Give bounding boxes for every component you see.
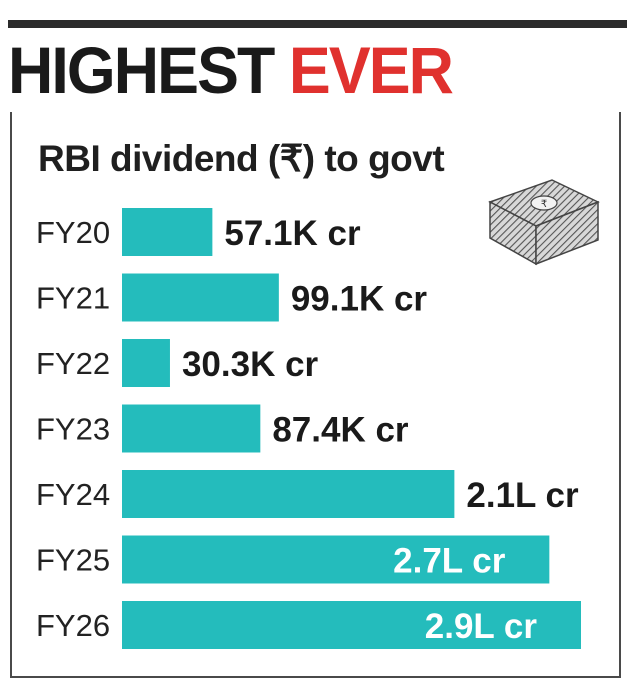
value-label: 87.4K cr: [272, 411, 409, 450]
category-label: FY26: [36, 608, 110, 643]
value-label: 99.1K cr: [291, 280, 428, 319]
category-label: FY24: [36, 477, 110, 512]
category-label: FY20: [36, 215, 110, 250]
category-label: FY25: [36, 543, 110, 578]
chart-panel: [10, 112, 621, 678]
bar-fy23: [122, 404, 261, 453]
category-label: FY21: [36, 281, 110, 316]
bar-fy24: [122, 470, 455, 518]
svg-text:₹: ₹: [541, 199, 547, 210]
headline-word-highest: HIGHEST: [8, 33, 275, 107]
bar-fy22: [122, 339, 170, 387]
bar-fy26: [122, 601, 581, 649]
bar-fy20: [122, 208, 213, 256]
value-label: 57.1K cr: [224, 214, 361, 253]
top-rule: [8, 20, 627, 28]
category-label: FY22: [36, 346, 110, 381]
headline: HIGHEST EVER: [8, 30, 454, 110]
value-label: 2.9L cr: [425, 607, 538, 646]
value-label: 30.3K cr: [182, 345, 319, 384]
banknote-bundle-icon: ₹: [488, 179, 600, 266]
value-label: 2.1L cr: [466, 476, 579, 515]
chart-title: RBI dividend (₹) to govt: [38, 138, 445, 179]
bar-fy25: [122, 535, 550, 584]
bar-fy21: [122, 273, 279, 322]
category-label: FY23: [36, 412, 110, 447]
headline-word-ever: EVER: [288, 33, 454, 107]
value-label: 2.7L cr: [393, 542, 506, 581]
